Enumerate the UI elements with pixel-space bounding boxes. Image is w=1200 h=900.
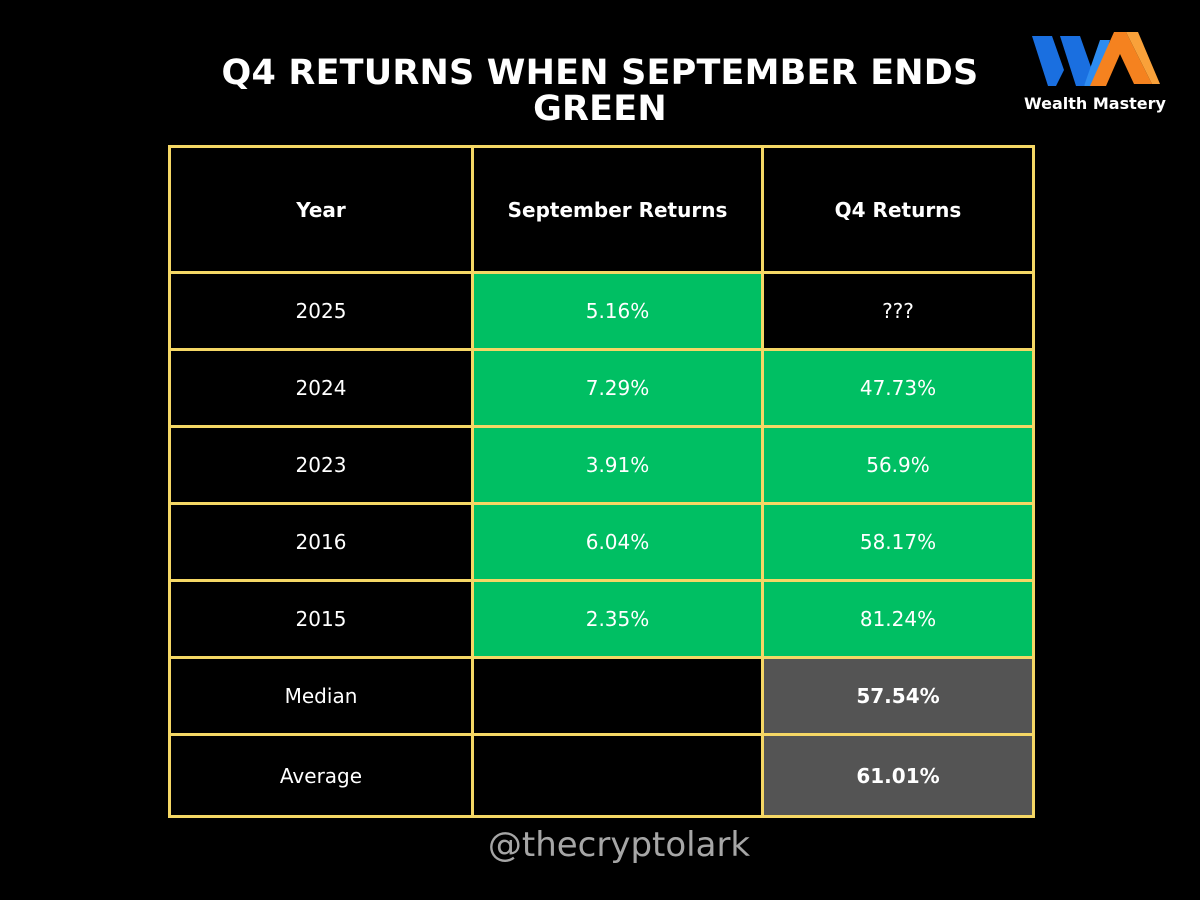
summary-row-median: Median 57.54% — [168, 656, 1035, 736]
column-header-year: Year — [168, 145, 474, 274]
q4-return-cell: 56.9% — [761, 425, 1035, 505]
author-handle: @thecryptolark — [487, 825, 751, 865]
q4-return-cell: 47.73% — [761, 348, 1035, 428]
year-cell: 2015 — [168, 579, 474, 659]
september-return-cell: 3.91% — [471, 425, 764, 505]
q4-return-cell: 58.17% — [761, 502, 1035, 582]
september-return-cell: 7.29% — [471, 348, 764, 428]
column-header-q4: Q4 Returns — [761, 145, 1035, 274]
summary-row-average: Average 61.01% — [168, 733, 1035, 818]
q4-return-cell: 81.24% — [761, 579, 1035, 659]
summary-label-cell: Average — [168, 733, 474, 818]
year-cell: 2025 — [168, 271, 474, 351]
logo-text: Wealth Mastery — [1024, 94, 1166, 113]
table-row: 2025 5.16% ??? — [168, 271, 1035, 351]
september-return-cell: 6.04% — [471, 502, 764, 582]
table-row: 2015 2.35% 81.24% — [168, 579, 1035, 659]
median-q4-cell: 57.54% — [761, 656, 1035, 736]
returns-table: Year September Returns Q4 Returns 2025 5… — [168, 145, 1035, 818]
year-cell: 2023 — [168, 425, 474, 505]
table-row: 2023 3.91% 56.9% — [168, 425, 1035, 505]
year-cell: 2024 — [168, 348, 474, 428]
summary-september-cell — [471, 733, 764, 818]
september-return-cell: 2.35% — [471, 579, 764, 659]
title-line-2: GREEN — [533, 89, 667, 129]
title-line-1: Q4 RETURNS WHEN SEPTEMBER ENDS — [221, 53, 979, 93]
page-title: Q4 RETURNS WHEN SEPTEMBER ENDS GREEN — [200, 55, 1000, 127]
table-header-row: Year September Returns Q4 Returns — [168, 145, 1035, 274]
column-header-september: September Returns — [471, 145, 764, 274]
q4-return-cell: ??? — [761, 271, 1035, 351]
september-return-cell: 5.16% — [471, 271, 764, 351]
average-q4-cell: 61.01% — [761, 733, 1035, 818]
wm-logo-icon — [1032, 32, 1160, 86]
summary-september-cell — [471, 656, 764, 736]
summary-label-cell: Median — [168, 656, 474, 736]
table-row: 2016 6.04% 58.17% — [168, 502, 1035, 582]
year-cell: 2016 — [168, 502, 474, 582]
table-row: 2024 7.29% 47.73% — [168, 348, 1035, 428]
wealth-mastery-logo: Wealth Mastery — [1010, 28, 1180, 123]
